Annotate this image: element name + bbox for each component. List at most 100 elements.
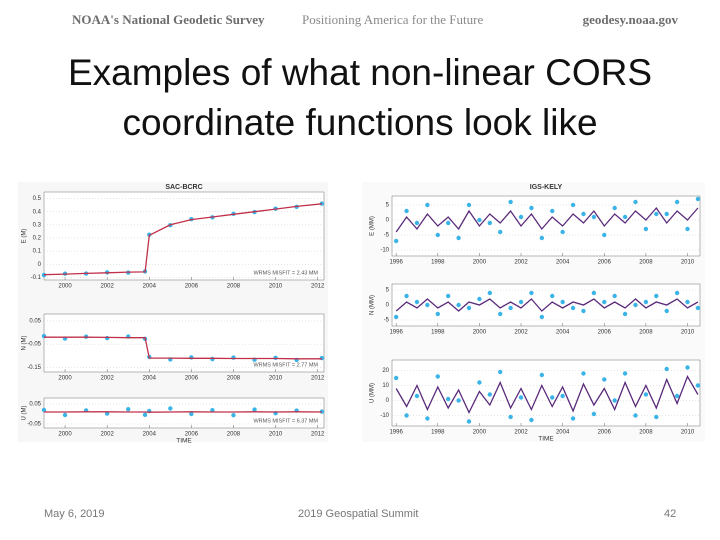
observed-point: [612, 398, 617, 403]
observed-point: [654, 293, 659, 299]
x-tick-label: 2010: [269, 284, 283, 290]
panel-frame: [391, 195, 701, 257]
observed-point: [487, 220, 493, 226]
observed-point: [62, 412, 68, 418]
observed-point: [612, 205, 617, 211]
observed-point: [622, 311, 628, 317]
observed-point: [393, 238, 399, 244]
observed-point: [664, 211, 669, 217]
observed-point: [231, 355, 236, 360]
y-tick-label: 0.5: [33, 196, 42, 202]
y-tick-label: 20: [382, 368, 389, 374]
observed-point: [498, 369, 503, 375]
observed-point: [560, 393, 565, 399]
observed-point: [273, 355, 278, 361]
observed-point: [404, 293, 409, 299]
observed-point: [664, 308, 669, 314]
observed-point: [477, 217, 482, 223]
observed-point: [612, 293, 617, 299]
x-tick-label: 2002: [514, 260, 528, 266]
x-tick-label: 2008: [227, 376, 241, 382]
observed-point: [435, 374, 440, 379]
y-tick-label: 0: [386, 398, 390, 404]
x-tick-label: 1996: [389, 430, 403, 436]
x-tick-label: 2010: [681, 430, 695, 436]
y-axis-label: N (MM): [370, 295, 376, 315]
panel-frame: [43, 313, 325, 373]
observed-point: [560, 299, 565, 305]
y-axis-label: U (MM): [370, 383, 376, 403]
fit-line: [395, 298, 699, 312]
x-tick-label: 2012: [311, 376, 325, 382]
x-tick-label: 2006: [185, 284, 199, 290]
y-tick-label: 0: [386, 303, 390, 309]
header-site: geodesy.noaa.gov: [582, 12, 678, 27]
x-tick-label: 2000: [473, 430, 487, 436]
observed-point: [498, 229, 503, 235]
y-tick-label: -0.1: [31, 275, 42, 281]
observed-point: [435, 232, 440, 238]
footer-page: 42: [664, 508, 677, 520]
fit-line: [44, 336, 322, 360]
observed-point: [104, 411, 110, 416]
observed-point: [414, 299, 420, 305]
fit-line: [395, 206, 699, 233]
misfit-note: WRMS MISFIT = 6.37 MM: [253, 418, 318, 424]
observed-point: [602, 377, 607, 382]
y-tick-label: 0.1: [33, 249, 42, 255]
x-tick-label: 2004: [556, 260, 570, 266]
observed-point: [539, 235, 545, 241]
x-tick-label: 1998: [431, 330, 445, 336]
observed-point: [529, 417, 534, 423]
observed-point: [487, 290, 493, 296]
panel-frame: [43, 191, 325, 281]
header-org: NOAA's National Geodetic Survey: [72, 12, 265, 27]
observed-point: [570, 202, 576, 208]
observed-point: [41, 407, 47, 413]
observed-point: [602, 299, 607, 305]
x-axis-label: TIME: [176, 438, 192, 445]
figure-title: IGS-KELY: [530, 184, 563, 191]
observed-point: [41, 272, 47, 278]
observed-point: [518, 395, 524, 400]
x-tick-label: 2004: [556, 330, 570, 336]
figure-title: SAC-BCRC: [165, 184, 202, 191]
y-tick-label: -10: [380, 413, 389, 419]
observed-point: [404, 208, 409, 214]
observed-point: [231, 413, 236, 418]
observed-point: [435, 311, 440, 317]
observed-point: [539, 314, 545, 320]
observed-point: [518, 214, 524, 220]
x-tick-label: 2008: [639, 260, 653, 266]
observed-point: [633, 413, 638, 418]
observed-point: [602, 232, 607, 238]
y-tick-label: 0: [38, 262, 42, 268]
x-tick-label: 2008: [639, 330, 653, 336]
observed-point: [319, 201, 325, 206]
x-tick-label: 1998: [431, 430, 445, 436]
y-tick-label: 5: [386, 203, 390, 209]
y-tick-label: 0.3: [33, 222, 42, 228]
observed-point: [695, 383, 701, 388]
observed-point: [466, 419, 472, 424]
observed-point: [529, 290, 534, 296]
x-tick-label: 1998: [431, 260, 445, 266]
y-axis-label: E (MM): [370, 216, 376, 236]
observed-point: [252, 407, 257, 412]
observed-point: [581, 308, 586, 314]
y-tick-label: 0.4: [33, 209, 42, 215]
y-axis-label: U (M): [22, 406, 28, 421]
y-tick-label: -0.15: [27, 365, 41, 371]
x-tick-label: 1996: [389, 260, 403, 266]
observed-point: [456, 398, 461, 403]
observed-point: [591, 411, 597, 417]
x-tick-label: 2000: [473, 260, 487, 266]
observed-point: [425, 416, 430, 421]
observed-point: [414, 393, 420, 399]
observed-point: [508, 199, 513, 205]
x-tick-label: 2006: [185, 432, 199, 438]
observed-point: [189, 411, 194, 417]
x-tick-label: 2012: [311, 432, 325, 438]
fit-line: [43, 203, 322, 276]
